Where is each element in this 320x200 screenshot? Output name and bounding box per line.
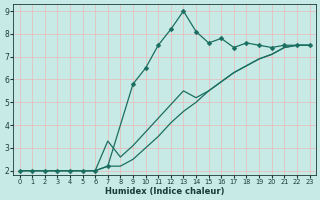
X-axis label: Humidex (Indice chaleur): Humidex (Indice chaleur) bbox=[105, 187, 224, 196]
